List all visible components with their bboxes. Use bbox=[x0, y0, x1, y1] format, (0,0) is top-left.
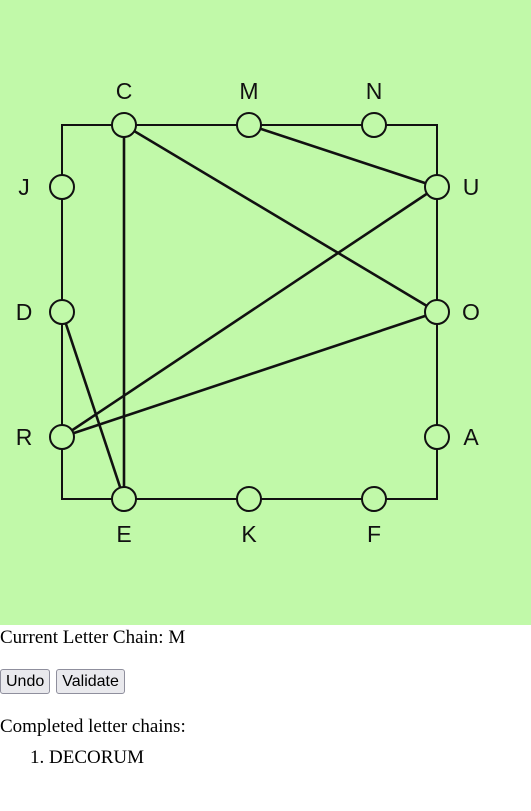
letter-node-circle[interactable] bbox=[424, 299, 450, 325]
letter-node-u[interactable]: U bbox=[424, 174, 480, 200]
letter-label-m: M bbox=[239, 78, 258, 104]
controls: Undo Validate bbox=[0, 669, 127, 694]
letter-node-o[interactable]: O bbox=[424, 299, 480, 325]
letter-nodes: C M N E K F J D R U O A bbox=[16, 78, 480, 547]
letter-label-c: C bbox=[116, 78, 133, 104]
letter-node-j[interactable]: J bbox=[18, 174, 75, 200]
letter-node-f[interactable]: F bbox=[361, 486, 387, 547]
letter-label-n: N bbox=[366, 78, 383, 104]
letter-label-j: J bbox=[18, 174, 30, 200]
letter-node-n[interactable]: N bbox=[361, 78, 387, 138]
validate-button[interactable]: Validate bbox=[56, 669, 125, 694]
current-chain-value: M bbox=[168, 627, 186, 648]
undo-button[interactable]: Undo bbox=[0, 669, 51, 694]
connection-o-r bbox=[61, 310, 438, 439]
letter-node-d[interactable]: D bbox=[16, 299, 75, 325]
current-chain-status: Current Letter Chain: M bbox=[0, 626, 185, 650]
board-svg: C M N E K F J D R U O A bbox=[16, 78, 480, 547]
letter-label-o: O bbox=[462, 299, 480, 325]
completed-chains-list: DECORUM bbox=[0, 746, 144, 770]
letter-label-a: A bbox=[463, 424, 479, 450]
letter-node-circle[interactable] bbox=[236, 486, 262, 512]
connection-m-u bbox=[248, 123, 438, 189]
letter-node-a[interactable]: A bbox=[424, 424, 479, 450]
letter-node-c[interactable]: C bbox=[111, 78, 137, 138]
letter-label-k: K bbox=[241, 521, 257, 547]
connection-c-o bbox=[123, 123, 438, 314]
letter-label-u: U bbox=[463, 174, 480, 200]
letter-node-circle[interactable] bbox=[49, 299, 75, 325]
letter-label-e: E bbox=[116, 521, 131, 547]
letter-node-circle[interactable] bbox=[424, 174, 450, 200]
completed-chain-item: DECORUM bbox=[49, 746, 144, 770]
connection-u-r bbox=[61, 185, 438, 439]
letter-node-m[interactable]: M bbox=[236, 78, 262, 138]
letter-node-k[interactable]: K bbox=[236, 486, 262, 547]
letter-node-e[interactable]: E bbox=[111, 486, 137, 547]
letter-node-circle[interactable] bbox=[424, 424, 450, 450]
letter-node-r[interactable]: R bbox=[16, 424, 75, 450]
letter-label-d: D bbox=[16, 299, 33, 325]
connection-d-e bbox=[60, 311, 126, 500]
connection-lines bbox=[60, 123, 438, 500]
letter-label-r: R bbox=[16, 424, 33, 450]
letter-boxed-board: C M N E K F J D R U O A bbox=[0, 0, 531, 625]
letter-node-circle[interactable] bbox=[361, 112, 387, 138]
letter-node-circle[interactable] bbox=[111, 486, 137, 512]
letter-node-circle[interactable] bbox=[236, 112, 262, 138]
letter-node-circle[interactable] bbox=[49, 424, 75, 450]
completed-chains-heading: Completed letter chains: bbox=[0, 716, 186, 737]
letter-node-circle[interactable] bbox=[111, 112, 137, 138]
current-chain-label: Current Letter Chain: bbox=[0, 627, 164, 648]
letter-label-f: F bbox=[367, 521, 381, 547]
letter-node-circle[interactable] bbox=[361, 486, 387, 512]
letter-node-circle[interactable] bbox=[49, 174, 75, 200]
